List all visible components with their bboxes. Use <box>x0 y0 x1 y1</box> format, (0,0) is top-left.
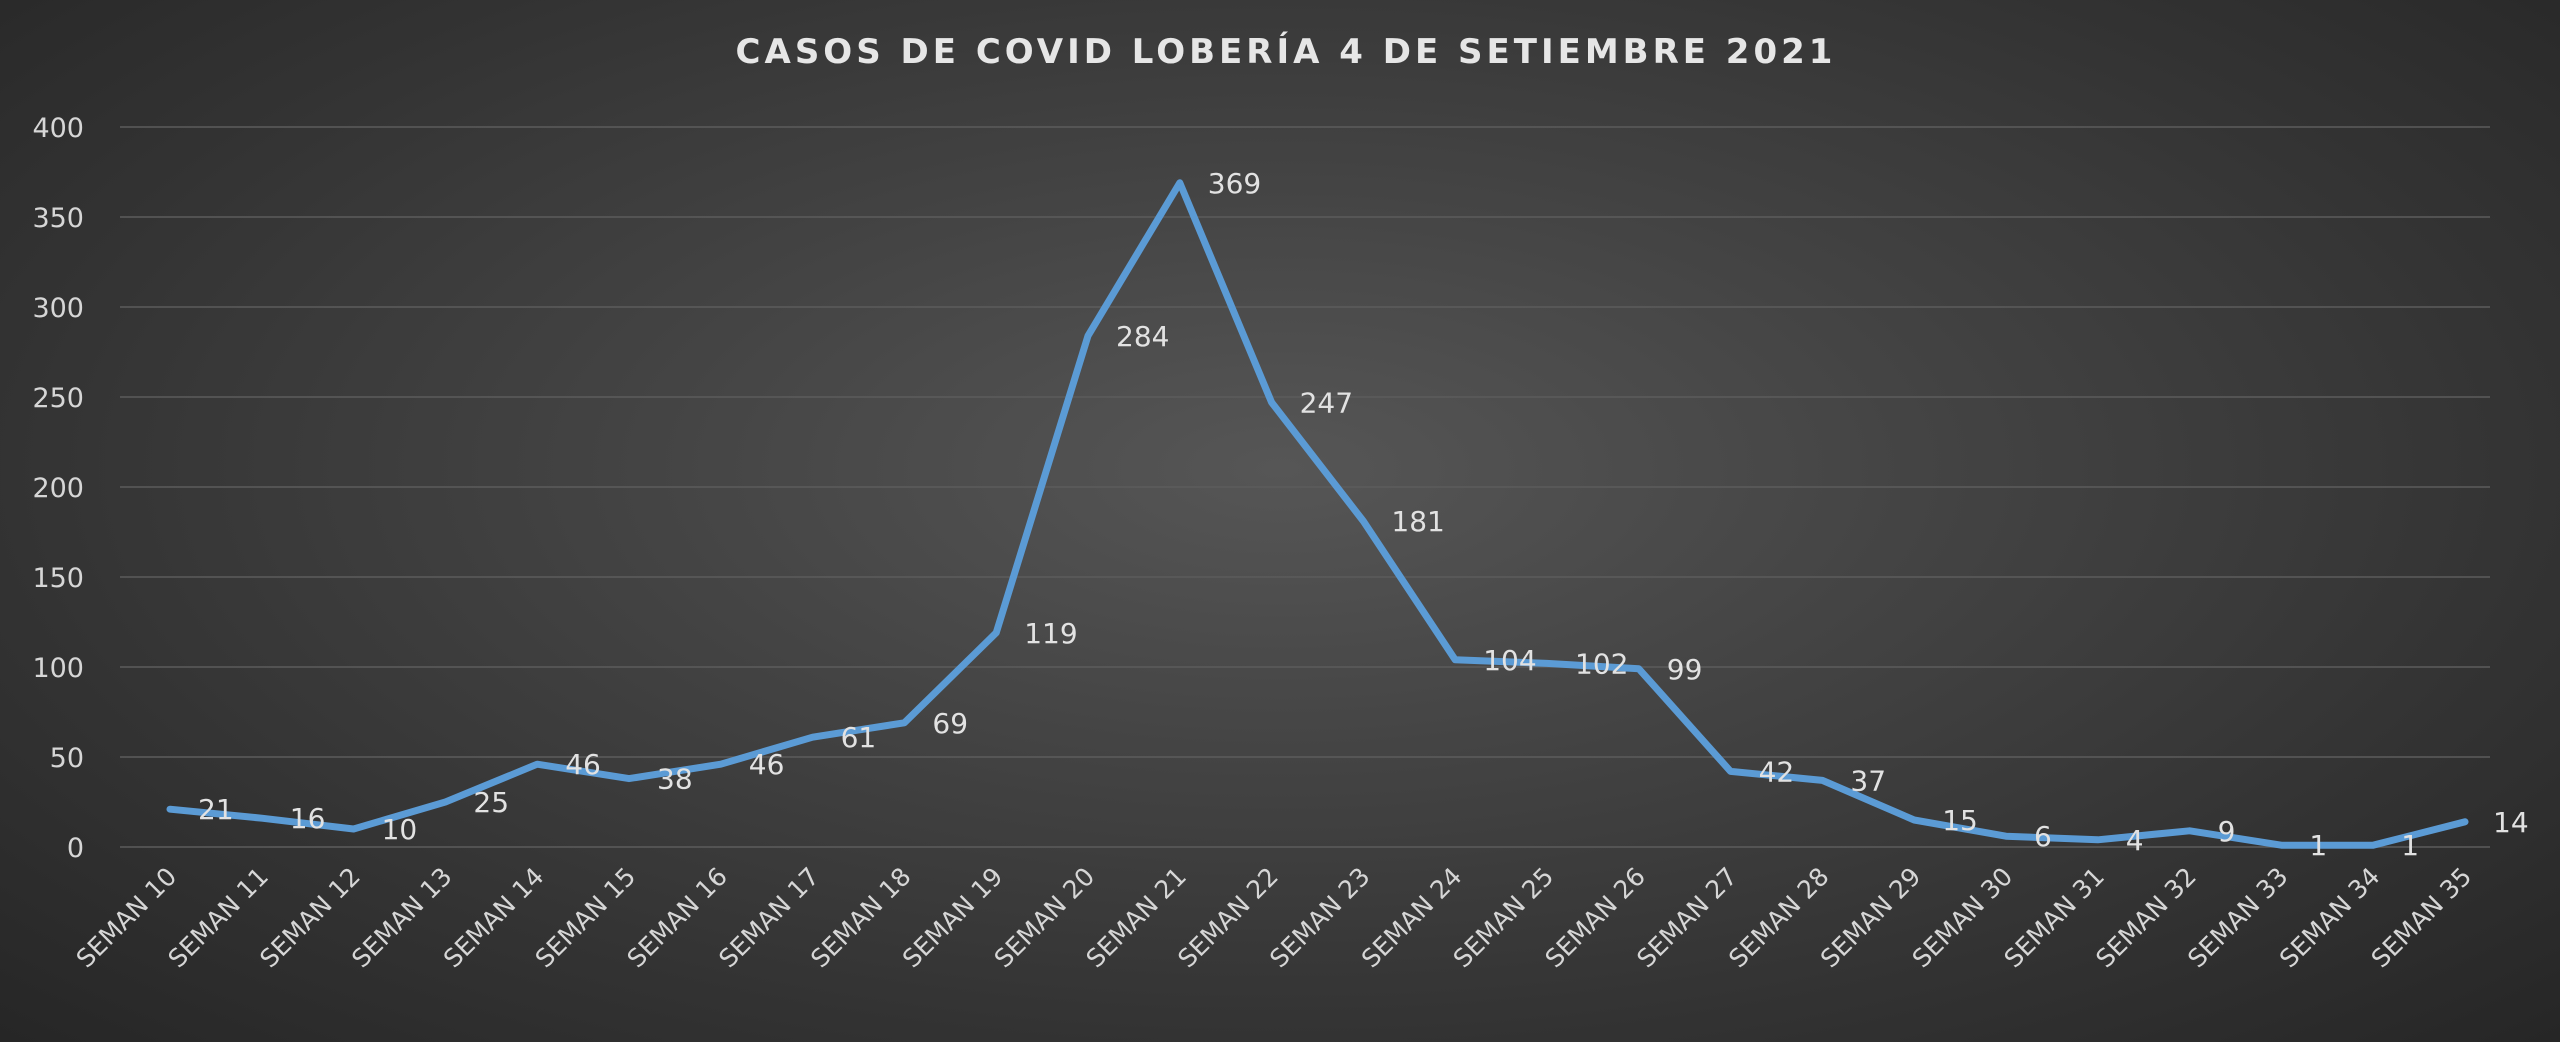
data-label: 37 <box>1850 764 1886 797</box>
data-label: 14 <box>2493 806 2529 839</box>
y-tick-label: 400 <box>32 113 84 144</box>
data-label: 61 <box>841 721 877 754</box>
data-label: 16 <box>290 802 326 835</box>
y-tick-label: 350 <box>32 203 84 234</box>
y-tick-label: 250 <box>32 383 84 414</box>
data-label: 1 <box>2309 829 2327 862</box>
data-label: 369 <box>1208 167 1261 200</box>
y-tick-label: 300 <box>32 293 84 324</box>
data-label: 1 <box>2401 829 2419 862</box>
data-label: 4 <box>2126 824 2144 857</box>
data-label: 104 <box>1483 644 1536 677</box>
y-axis: 0 50 100 150 200 250 300 350 400 <box>32 113 84 864</box>
y-tick-label: 100 <box>32 653 84 684</box>
series <box>166 179 2469 849</box>
data-label: 9 <box>2218 815 2236 848</box>
data-label: 247 <box>1300 386 1353 419</box>
data-label: 10 <box>382 813 418 846</box>
data-label: 46 <box>565 748 601 781</box>
y-tick-label: 0 <box>67 833 84 864</box>
data-label: 69 <box>932 707 968 740</box>
y-tick-label: 200 <box>32 473 84 504</box>
gridlines <box>120 126 2490 848</box>
data-label: 15 <box>1942 804 1978 837</box>
data-label: 25 <box>473 786 509 819</box>
data-label: 42 <box>1759 755 1795 788</box>
data-label: 38 <box>657 763 693 796</box>
y-tick-label: 150 <box>32 563 84 594</box>
data-label: 119 <box>1024 617 1077 650</box>
data-label: 284 <box>1116 320 1169 353</box>
chart-title: CASOS DE COVID LOBERÍA 4 DE SETIEMBRE 20… <box>736 31 1837 72</box>
data-label: 6 <box>2034 820 2052 853</box>
data-label: 21 <box>198 793 234 826</box>
data-label: 102 <box>1575 647 1628 680</box>
data-label: 181 <box>1391 505 1444 538</box>
data-label: 46 <box>749 748 785 781</box>
series-line <box>166 179 2469 849</box>
y-tick-label: 50 <box>50 743 84 774</box>
x-tick-label: SEMAN 35 <box>2366 862 2478 974</box>
data-label: 99 <box>1667 653 1703 686</box>
